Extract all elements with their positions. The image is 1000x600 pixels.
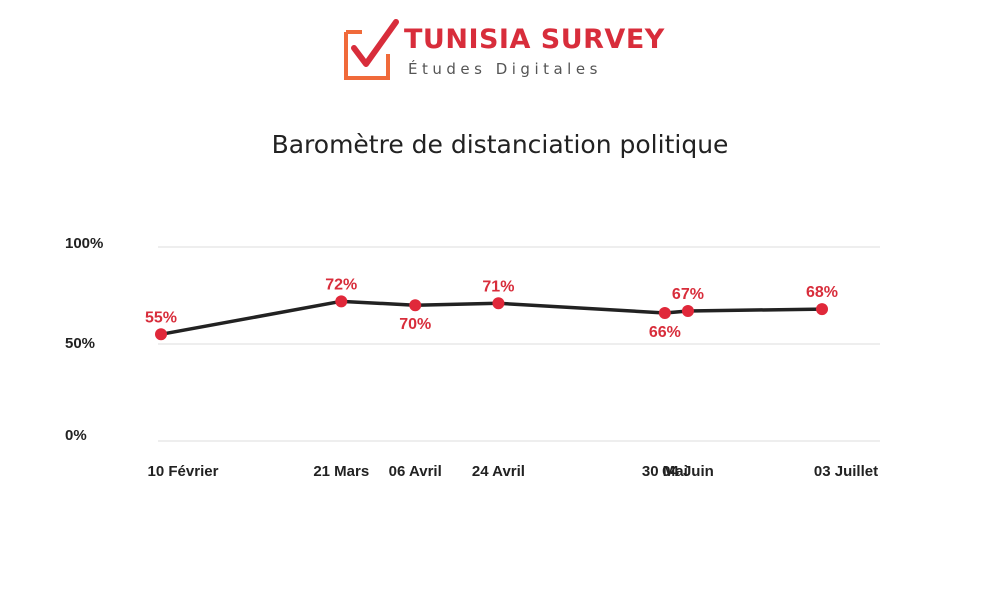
x-tick-label: 06 Avril (389, 463, 442, 480)
data-point (658, 306, 671, 319)
x-tick-label: 24 Avril (472, 463, 525, 480)
y-tick-label: 0% (65, 427, 87, 444)
data-label: 70% (399, 316, 431, 333)
data-label: 71% (482, 278, 514, 295)
y-tick-label: 100% (65, 235, 103, 252)
data-point (681, 305, 694, 318)
checkmark (351, 19, 399, 67)
data-label: 72% (325, 276, 357, 293)
x-tick-label: 03 Juillet (814, 463, 878, 480)
x-tick-label: 30 Mai (642, 463, 688, 480)
data-label: 55% (145, 309, 177, 326)
data-point (409, 299, 422, 312)
x-tick-label: 10 Février (148, 463, 219, 480)
series-line (160, 299, 823, 337)
chart-title: Baromètre de distanciation politique (271, 130, 729, 159)
series-group (155, 295, 828, 341)
x-tick-label: 21 Mars (313, 463, 369, 480)
brand-name: TUNISIA SURVEY (404, 24, 665, 55)
data-point (155, 328, 167, 341)
brand-tagline: Études Digitales (408, 60, 602, 78)
x-tick-labels: 10 Février 21 Mars 06 Avril 24 Avril 30 Mai0… (148, 463, 879, 480)
data-point (335, 295, 348, 308)
data-point (816, 303, 828, 316)
survey-checkbox-icon (344, 19, 399, 80)
x-tick-label: 04 Juin (662, 463, 714, 480)
data-label: 66% (649, 324, 681, 341)
checkbox-frame (344, 32, 390, 80)
data-point (492, 297, 505, 310)
data-label: 67% (672, 286, 704, 303)
brand-logo: TUNISIA SURVEY Études Digitales (340, 18, 670, 88)
grid-lines (158, 246, 880, 442)
y-tick-label: 50% (65, 335, 95, 352)
y-tick-labels: 0% 50% 100% (65, 235, 103, 444)
data-label: 68% (806, 284, 838, 301)
data-labels: 55% 72% 70% 71% 66% 67% 68% (145, 276, 838, 341)
